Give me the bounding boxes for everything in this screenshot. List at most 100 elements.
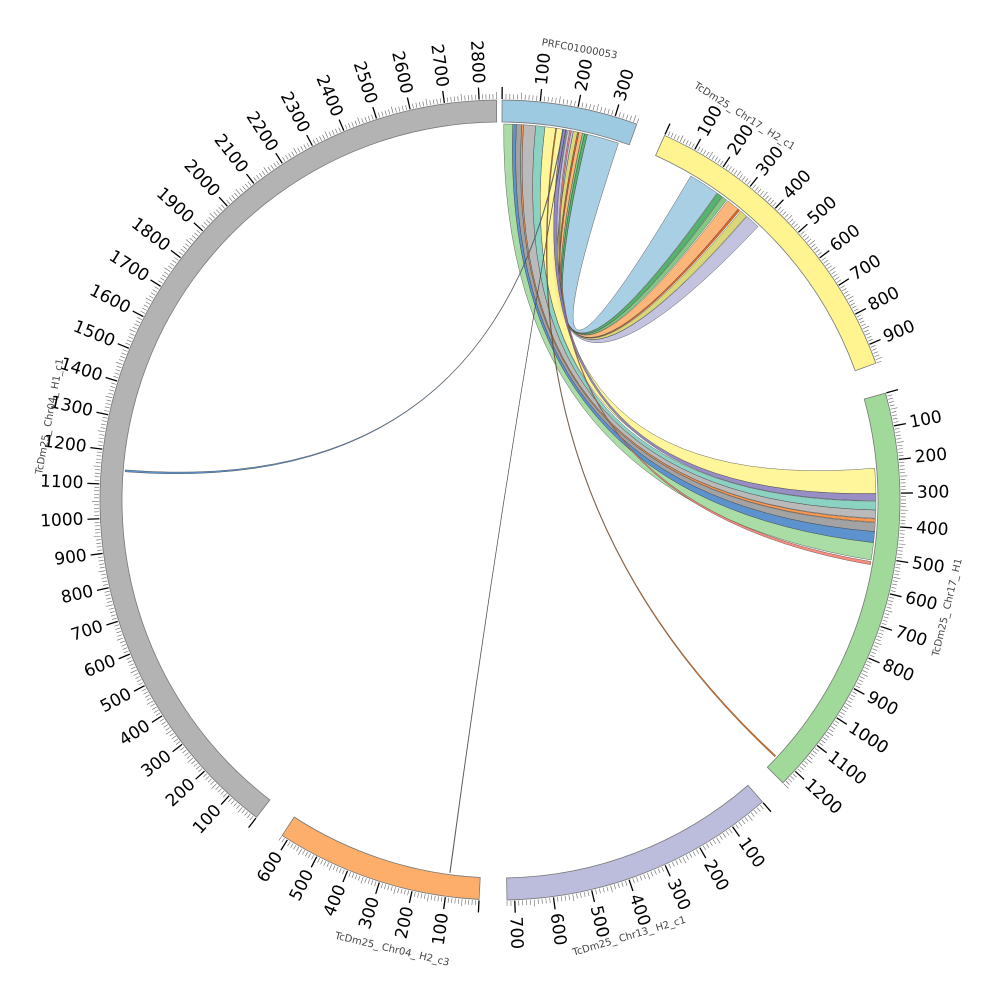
tick-Chr13-200	[699, 847, 707, 859]
tick-Chr04c1-50	[237, 807, 243, 813]
tick-Chr04c3-200	[408, 891, 413, 904]
tick-Chr04c1-550	[130, 669, 137, 674]
tick-H1-1170	[801, 763, 807, 768]
tick-Chr04c1-2400	[338, 119, 345, 131]
tick-PRFC-180	[570, 100, 572, 106]
tick-Chr04c3-260	[390, 886, 393, 892]
tick-Chr04c1-230	[193, 763, 198, 767]
tick-Chr04c1-2340	[322, 134, 326, 140]
tick-Chr04c1-1710	[158, 280, 163, 284]
tick-H1-70	[892, 414, 898, 417]
tick-Chr04c1-2440	[354, 120, 358, 126]
tick-Chr04c1-1320	[104, 406, 110, 409]
tick-H2c1-170	[714, 157, 718, 162]
tick-label-Chr04c1-700: 700	[69, 617, 106, 646]
tick-Chr04c1-1640	[145, 301, 151, 305]
tick-Chr04c1-1270	[101, 423, 107, 426]
tick-Chr13-110	[729, 828, 733, 834]
tick-H1-940	[847, 700, 852, 704]
tick-H2c1-850	[862, 325, 870, 330]
tick-Chr04c1-2310	[312, 139, 316, 145]
tick-Chr04c1-2730	[453, 96, 456, 102]
tick-Chr04c3-390	[348, 872, 351, 877]
tick-Chr04c1-2420	[348, 123, 351, 129]
tick-Chr04c3-140	[430, 895, 433, 901]
tick-Chr04c1-1500	[117, 343, 130, 349]
tick-label-H2c1-500: 500	[804, 192, 842, 229]
tick-H2c1-660	[831, 271, 836, 275]
tick-Chr04c1-300	[172, 743, 183, 753]
link-18	[449, 129, 567, 873]
tick-H2c1-760	[848, 299, 854, 303]
tick-Chr04c3-560	[296, 846, 300, 852]
tick-Chr04c3-210	[407, 890, 409, 896]
tick-Chr04c3-400	[342, 870, 349, 883]
tick-Chr13-220	[692, 851, 696, 857]
tick-H1-810	[867, 660, 872, 664]
tick-Chr04c3-450	[328, 863, 333, 871]
tick-Chr04c1-1940	[208, 216, 213, 221]
tick-Chr04c1-2300	[306, 134, 313, 146]
tick-H2c1-110	[697, 146, 701, 152]
tick-Chr13-90	[735, 824, 739, 829]
tick-H2c1-60	[682, 138, 686, 144]
tick-H2c1-180	[717, 158, 721, 164]
tick-H2c1-910	[870, 345, 876, 348]
tick-Chr04c1-320	[173, 738, 179, 743]
tick-H1-0	[886, 389, 899, 394]
tick-Chr04c1-2060	[239, 188, 244, 193]
tick-H1-710	[879, 629, 885, 632]
tick-Chr04c1-490	[141, 688, 147, 692]
tick-Chr04c1-2100	[245, 173, 255, 184]
tick-H2c1-410	[777, 206, 782, 211]
tick-H1-440	[898, 540, 904, 542]
tick-PRFC-280	[607, 108, 610, 114]
tick-Chr04c1-930	[96, 542, 102, 544]
tick-Chr04c1-1770	[170, 262, 175, 267]
tick-H2c1-10	[667, 131, 671, 137]
tick-Chr04c1-730	[109, 611, 115, 614]
tick-Chr04c1-590	[126, 657, 132, 660]
tick-Chr04c1-1440	[116, 365, 122, 369]
tick-Chr04c1-1620	[142, 307, 147, 311]
tick-label-Chr04c1-2700: 2700	[426, 43, 452, 89]
tick-H1-890	[855, 685, 861, 689]
tick-Chr13-370	[639, 875, 643, 881]
tick-H1-1130	[810, 753, 815, 757]
tick-H1-580	[891, 586, 897, 589]
tick-PRFC-360	[636, 118, 640, 124]
tick-Chr04c1-30	[244, 811, 248, 816]
tick-Chr04c1-1730	[162, 274, 167, 278]
tick-Chr13-310	[661, 866, 664, 872]
tick-H2c1-500	[798, 223, 808, 233]
tick-Chr04c3-70	[454, 898, 456, 904]
tick-label-Chr04c1-1600: 1600	[86, 281, 134, 319]
tick-Chr04c3-320	[370, 880, 374, 886]
tick-Chr04c1-2110	[253, 177, 257, 182]
tick-Chr04c1-2600	[406, 97, 411, 110]
tick-H1-910	[852, 691, 857, 695]
tick-H2c1-740	[845, 293, 851, 297]
tick-Chr04c1-2700	[442, 90, 446, 103]
tick-Chr04c1-1210	[97, 444, 103, 446]
tick-H1-1100	[816, 744, 827, 754]
tick-H1-700	[880, 625, 893, 631]
tick-Chr04c1-260	[186, 755, 191, 759]
tick-Chr04c1-2380	[335, 128, 338, 134]
tick-H1-30	[888, 401, 894, 403]
tick-label-H1-1100: 1100	[824, 747, 870, 789]
segment-Chr04c3	[281, 816, 481, 900]
tick-PRFC-120	[547, 96, 549, 102]
tick-H2c1-370	[767, 197, 772, 202]
tick-H2c1-610	[821, 257, 826, 261]
tick-Chr04c1-2010	[226, 199, 231, 204]
tick-Chr13-180	[706, 843, 710, 849]
tick-H2c1-270	[741, 176, 746, 181]
link-17	[124, 129, 564, 474]
tick-Chr04c1-1670	[150, 292, 156, 296]
tick-Chr04c1-880	[98, 560, 104, 562]
tick-H1-520	[895, 567, 901, 569]
tick-Chr04c1-2390	[338, 127, 341, 133]
tick-Chr04c1-2460	[361, 118, 364, 124]
tick-Chr04c3-170	[420, 893, 423, 899]
